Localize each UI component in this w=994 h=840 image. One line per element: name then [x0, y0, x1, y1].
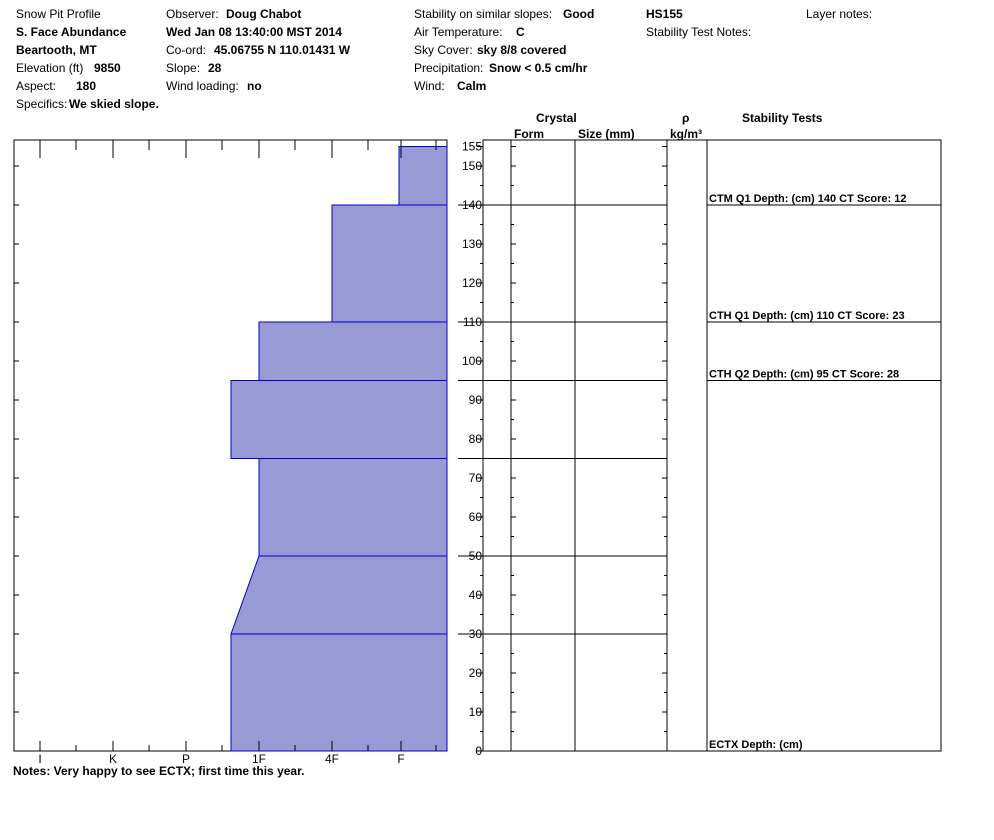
precip-value: Snow < 0.5 cm/hr	[489, 61, 588, 75]
slope-label: Slope:	[166, 61, 201, 75]
depth-tick-label: 155	[462, 140, 482, 154]
size-header: Size (mm)	[578, 127, 635, 141]
hardness-layer	[258, 321, 448, 381]
stability-label: Stability on similar slopes:	[414, 7, 553, 21]
sky-value: sky 8/8 covered	[477, 43, 567, 57]
hardness-axis-label: I	[38, 752, 41, 766]
stability-notes-label: Stability Test Notes:	[646, 25, 752, 39]
stability-test-label: ECTX Depth: (cm)	[709, 739, 803, 751]
stability-test-label: CTH Q1 Depth: (cm) 110 CT Score: 23	[709, 310, 905, 322]
datetime-value: Wed Jan 08 13:40:00 MST 2014	[166, 25, 342, 39]
specifics-value: We skied slope.	[69, 97, 159, 111]
hardness-layer	[398, 146, 448, 206]
depth-tick-label: 90	[469, 393, 483, 407]
depth-tick-label: 60	[469, 510, 483, 524]
stability-test-label: CTM Q1 Depth: (cm) 140 CT Score: 12	[709, 193, 906, 205]
observer-value: Doug Chabot	[226, 7, 302, 21]
wind-value: Calm	[457, 79, 487, 93]
density-unit: kg/m³	[670, 127, 703, 141]
depth-tick-label: 120	[462, 276, 482, 290]
depth-tick-label: 130	[462, 237, 482, 251]
hardness-layer	[331, 204, 448, 323]
depth-tick-label: 150	[462, 159, 482, 173]
coord-label: Co-ord:	[166, 43, 207, 57]
aspect-label: Aspect:	[16, 79, 57, 93]
coord-value: 45.06755 N 110.01431 W	[214, 43, 351, 57]
aspect-value: 180	[76, 79, 97, 93]
wind-loading-label: Wind loading:	[166, 79, 239, 93]
air-temp-value: C	[516, 25, 525, 39]
depth-tick-label: 70	[469, 471, 483, 485]
depth-tick-label: 50	[469, 549, 483, 563]
region-name: Beartooth, MT	[16, 43, 97, 57]
wind-label: Wind:	[414, 79, 445, 93]
hardness-axis-label: P	[182, 752, 190, 766]
hardness-layer	[230, 555, 448, 635]
depth-tick-label: 100	[462, 354, 482, 368]
hs-value: HS155	[646, 7, 683, 21]
stability-value: Good	[563, 7, 595, 21]
profile-title: Snow Pit Profile	[16, 7, 101, 21]
hardness-layer	[258, 458, 448, 557]
observer-label: Observer:	[166, 7, 219, 21]
crystal-header: Crystal	[536, 111, 577, 125]
notes-text: Notes: Very happy to see ECTX; first tim…	[13, 764, 305, 778]
table-panel-border	[482, 139, 942, 752]
elevation-value: 9850	[94, 61, 121, 75]
layer-notes-label: Layer notes:	[806, 7, 873, 21]
hardness-layer	[230, 380, 448, 459]
hardness-layer	[230, 633, 448, 752]
stability-test-label: CTH Q2 Depth: (cm) 95 CT Score: 28	[709, 369, 899, 381]
depth-tick-label: 80	[469, 432, 483, 446]
density-symbol: ρ	[682, 111, 690, 125]
wind-loading-value: no	[247, 79, 262, 93]
depth-tick-label: 110	[463, 315, 482, 329]
elevation-label: Elevation (ft)	[16, 61, 84, 75]
slope-value: 28	[208, 61, 222, 75]
depth-tick-label: 40	[469, 588, 483, 602]
sky-label: Sky Cover:	[414, 43, 473, 57]
depth-tick-label: 30	[469, 627, 483, 641]
hardness-axis-label: F	[397, 752, 404, 766]
specifics-label: Specifics:	[16, 97, 68, 111]
hardness-axis-label: K	[109, 752, 117, 766]
location-name: S. Face Abundance	[16, 25, 127, 39]
hardness-axis-label: 4F	[325, 752, 339, 766]
depth-tick-label: 140	[462, 198, 482, 212]
precip-label: Precipitation:	[414, 61, 484, 75]
depth-tick-label: 20	[469, 666, 483, 680]
depth-tick-label: 10	[469, 705, 483, 719]
stability-tests-header: Stability Tests	[742, 111, 823, 125]
air-temp-label: Air Temperature:	[414, 25, 503, 39]
form-header: Form	[514, 127, 544, 141]
depth-tick-label: 0	[475, 744, 482, 758]
hardness-axis-label: 1F	[252, 752, 266, 766]
